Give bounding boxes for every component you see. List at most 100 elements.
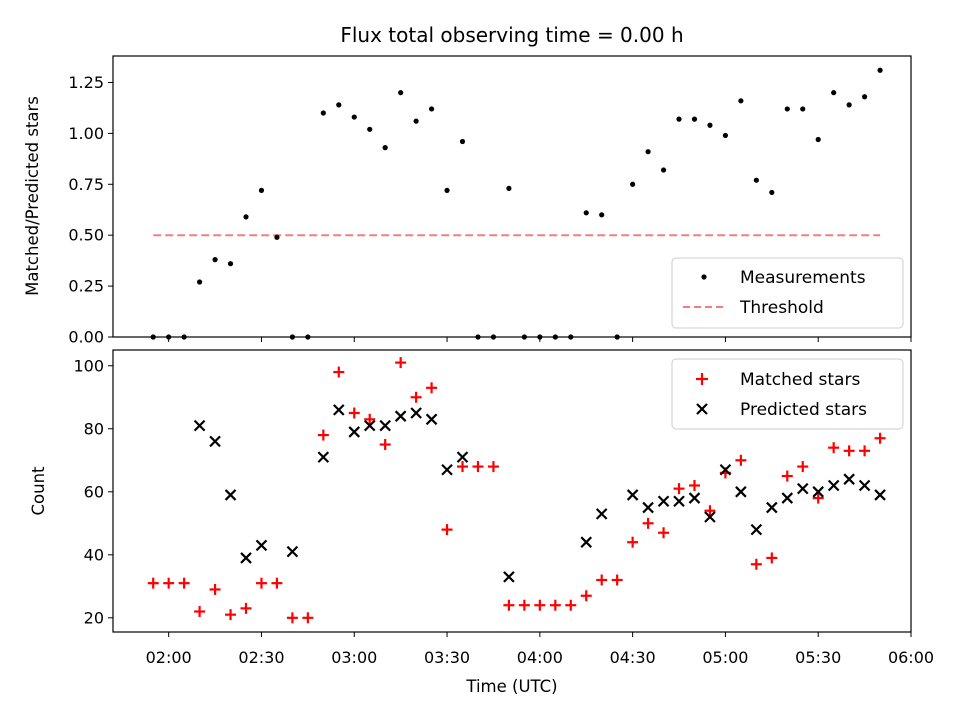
matched-star-point <box>317 429 329 441</box>
xtick-label: 03:30 <box>424 648 470 667</box>
measurement-point <box>289 334 295 340</box>
matched-star-point <box>534 599 546 611</box>
predicted-star-point <box>425 413 438 426</box>
top-legend-box <box>671 257 904 329</box>
matched-star-point <box>735 454 747 466</box>
bottom-x-ticks: 02:00 02:30 03:00 03:30 04:00 04:30 05:00 05:30… <box>146 632 934 667</box>
bottom-ytick-label: 100 <box>73 356 104 375</box>
matched-star-point <box>642 517 654 529</box>
bottom-y-axis-label: Count <box>29 466 48 516</box>
predicted-star-point <box>394 410 407 422</box>
predicted-star-point <box>781 492 794 504</box>
predicted-star-point <box>240 552 252 564</box>
top-y-axis-label: Matched/Predicted stars <box>23 96 42 296</box>
predicted-star-point <box>348 426 361 438</box>
measurement-point <box>831 90 837 96</box>
bottom-y-ticks: 20 40 60 80 100 <box>73 356 113 627</box>
predicted-star-point <box>224 489 237 501</box>
top-y-ticks: 0.00 0.25 0.50 0.75 1.00 1.25 <box>68 73 113 347</box>
matched-star-point <box>472 461 484 473</box>
xtick-label: 02:00 <box>146 648 192 667</box>
matched-star-point <box>766 552 778 564</box>
predicted-star-point <box>503 571 515 583</box>
legend-measurements-label: Measurements <box>740 268 866 288</box>
matched-star-point <box>580 590 592 602</box>
measurement-point <box>877 67 883 73</box>
xtick-label: 04:30 <box>610 648 656 667</box>
measurement-point <box>846 102 852 108</box>
measurement-point <box>166 334 172 340</box>
predicted-star-point <box>193 419 206 432</box>
matched-star-point <box>302 612 314 624</box>
xtick-label: 05:00 <box>702 648 748 667</box>
matched-star-point <box>688 479 700 491</box>
matched-star-point <box>271 577 283 589</box>
matched-star-point <box>704 505 716 517</box>
matched-star-point <box>859 445 871 457</box>
top-series <box>150 67 883 340</box>
predicted-star-point <box>657 495 670 508</box>
matched-star-point <box>286 612 298 624</box>
matched-star-point <box>333 366 345 378</box>
matched-star-point <box>255 577 267 589</box>
matched-star-point <box>147 577 159 589</box>
top-ytick-label: 1.25 <box>68 73 104 92</box>
bottom-ytick-label: 20 <box>84 608 104 627</box>
predicted-star-point <box>766 501 778 514</box>
bottom-ytick-label: 60 <box>84 482 104 501</box>
matched-star-point <box>611 574 623 586</box>
measurement-point <box>630 181 636 187</box>
predicted-star-point <box>255 539 268 552</box>
legend-threshold-label: Threshold <box>739 298 824 318</box>
predicted-star-point <box>626 489 639 501</box>
measurement-point <box>336 102 342 108</box>
predicted-star-point <box>719 463 732 476</box>
measurement-point <box>660 167 667 173</box>
bottom-legend: Matched stars Predicted stars <box>671 358 904 430</box>
measurement-point <box>398 90 404 96</box>
measurement-point <box>320 110 326 116</box>
measurement-point <box>382 145 388 151</box>
matched-star-point <box>658 527 670 539</box>
measurement-point <box>568 334 574 340</box>
matched-star-point <box>673 483 685 495</box>
matched-star-point <box>503 599 515 611</box>
xtick-label: 03:00 <box>331 648 377 667</box>
measurement-point <box>691 116 698 122</box>
measurement-point <box>243 214 249 220</box>
predicted-star-point <box>827 479 840 492</box>
measurement-point <box>738 98 744 104</box>
predicted-star-point <box>688 492 701 504</box>
matched-star-point <box>797 461 809 473</box>
matched-star-point <box>395 357 407 369</box>
legend-measurements-marker <box>701 274 707 280</box>
measurement-point <box>769 189 775 196</box>
predicted-star-point <box>812 486 824 498</box>
top-x-ticks <box>168 337 912 342</box>
measurement-point <box>707 122 713 128</box>
measurement-point <box>475 334 481 340</box>
legend-predicted-marker <box>696 403 708 415</box>
matched-star-point <box>163 577 175 589</box>
predicted-star-point <box>843 473 855 485</box>
measurement-point <box>428 106 435 112</box>
measurement-point <box>676 116 682 122</box>
measurement-point <box>800 106 806 112</box>
predicted-star-point <box>317 451 330 463</box>
measurement-point <box>862 94 868 100</box>
measurement-point <box>599 212 605 218</box>
predicted-star-point <box>704 511 716 523</box>
measurement-point <box>150 334 156 340</box>
measurement-point <box>305 334 311 340</box>
matched-star-point <box>379 439 391 451</box>
top-ytick-label: 0.50 <box>68 226 104 245</box>
legend-matched-marker <box>696 373 708 385</box>
measurement-point <box>490 334 497 340</box>
measurement-point <box>459 138 466 145</box>
x-axis-label: Time (UTC) <box>465 677 557 696</box>
measurement-point <box>753 177 759 183</box>
measurement-point <box>181 334 187 340</box>
measurement-point <box>583 210 589 216</box>
matched-star-point <box>828 442 840 454</box>
